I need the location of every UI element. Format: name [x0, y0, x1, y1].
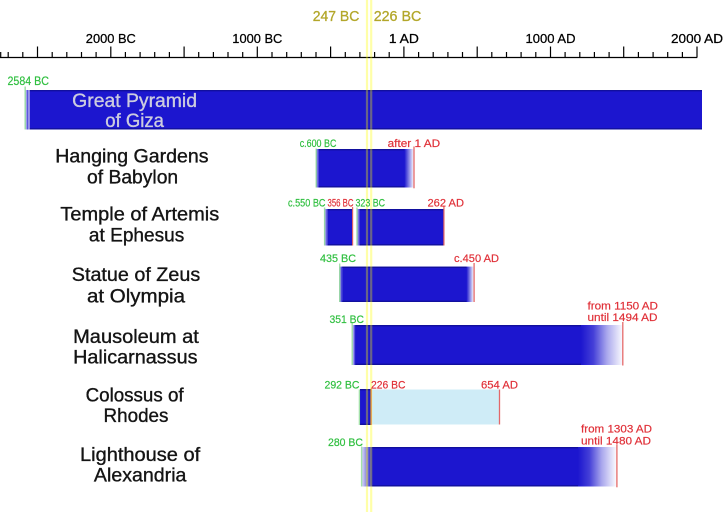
svg-text:after 1 AD: after 1 AD [388, 138, 441, 150]
svg-text:from 1303 AD: from 1303 AD [581, 424, 652, 436]
svg-text:c.550 BC: c.550 BC [288, 198, 326, 210]
svg-text:at Olympia: at Olympia [87, 286, 185, 307]
svg-text:Colossus of: Colossus of [86, 386, 185, 407]
svg-text:1 AD: 1 AD [389, 31, 419, 46]
svg-text:356 BC: 356 BC [328, 198, 354, 210]
svg-text:from 1150 AD: from 1150 AD [588, 301, 659, 313]
svg-text:of Babylon: of Babylon [87, 167, 178, 188]
svg-text:of Giza: of Giza [105, 111, 164, 132]
svg-text:Lighthouse of: Lighthouse of [80, 445, 201, 466]
svg-text:262 AD: 262 AD [428, 198, 465, 210]
svg-text:until 1480 AD: until 1480 AD [581, 436, 651, 448]
svg-text:351 BC: 351 BC [330, 314, 365, 326]
svg-text:226 BC: 226 BC [374, 9, 422, 25]
svg-text:Rhodes: Rhodes [104, 406, 169, 427]
svg-text:until 1494 AD: until 1494 AD [588, 312, 658, 324]
svg-text:2584 BC: 2584 BC [8, 74, 49, 88]
svg-text:323 BC: 323 BC [356, 198, 386, 210]
svg-text:1000 BC: 1000 BC [232, 31, 282, 46]
svg-text:2000 AD: 2000 AD [671, 31, 723, 46]
svg-text:Hanging Gardens: Hanging Gardens [55, 146, 208, 167]
svg-text:292 BC: 292 BC [325, 380, 360, 392]
svg-text:Alexandria: Alexandria [94, 466, 187, 487]
svg-text:c.600 BC: c.600 BC [300, 138, 337, 150]
svg-text:280 BC: 280 BC [328, 437, 363, 449]
svg-text:Temple of Artemis: Temple of Artemis [60, 205, 219, 226]
svg-text:2000 BC: 2000 BC [86, 31, 136, 46]
svg-text:654 AD: 654 AD [481, 380, 518, 392]
svg-text:Statue of Zeus: Statue of Zeus [72, 265, 200, 286]
svg-text:Great Pyramid: Great Pyramid [72, 91, 197, 112]
svg-text:c.450 AD: c.450 AD [454, 253, 499, 265]
svg-text:Halicarnassus: Halicarnassus [73, 348, 197, 369]
svg-text:1000 AD: 1000 AD [526, 31, 576, 46]
svg-text:at Ephesus: at Ephesus [89, 226, 184, 247]
svg-text:247 BC: 247 BC [313, 9, 360, 25]
svg-text:Mausoleum at: Mausoleum at [73, 327, 199, 348]
svg-text:226 BC: 226 BC [371, 380, 406, 392]
svg-text:435 BC: 435 BC [320, 253, 356, 265]
